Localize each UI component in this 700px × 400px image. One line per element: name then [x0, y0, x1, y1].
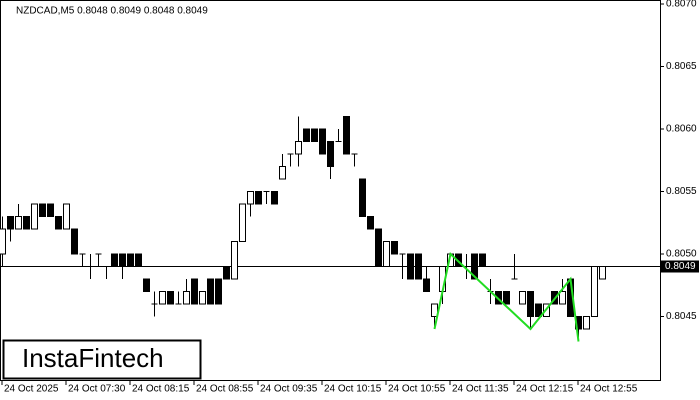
candle-body	[231, 241, 238, 280]
candle-body	[583, 316, 590, 330]
y-tick-label: 0.8060	[666, 124, 697, 135]
candle-body	[519, 291, 526, 305]
candle-body	[559, 291, 566, 305]
candle-body	[247, 191, 254, 205]
x-tick-label: 24 Oct 12:55	[580, 384, 638, 395]
candle-body	[15, 216, 22, 230]
candle-body	[71, 228, 78, 255]
candle-body	[279, 166, 286, 180]
y-tick-label: 0.8045	[666, 311, 697, 322]
candle-body	[295, 141, 302, 155]
candle-body	[319, 128, 326, 155]
candle-body	[207, 278, 214, 305]
candle-body	[55, 216, 62, 230]
candle-body	[0, 228, 6, 255]
candle-body	[31, 203, 38, 230]
candle-body	[327, 141, 334, 167]
candle-body	[503, 291, 510, 305]
candle-body	[415, 253, 422, 280]
candle-body	[223, 266, 230, 280]
x-tick-label: 24 Oct 12:15	[516, 384, 574, 395]
candle-body	[391, 241, 398, 255]
candle-body	[471, 253, 478, 280]
candle-body	[271, 191, 278, 205]
candle-body	[111, 253, 118, 267]
plot-frame	[0, 0, 661, 381]
candle-body	[375, 228, 382, 267]
x-tick-label: 24 Oct 10:15	[324, 384, 382, 395]
candle-body	[591, 266, 598, 317]
x-tick-label: 24 Oct 07:30	[68, 384, 126, 395]
candle-body	[63, 203, 70, 230]
candle-body	[47, 203, 54, 217]
candle-body	[239, 203, 246, 242]
candle-body	[215, 278, 222, 305]
candle-body	[343, 116, 350, 155]
logo: InstaFintech	[22, 343, 164, 373]
candle-body	[423, 278, 430, 292]
candle-body	[407, 253, 414, 280]
candle-body	[367, 216, 374, 230]
candle-body	[191, 278, 198, 305]
x-tick-label: 24 Oct 11:35	[452, 384, 509, 395]
candle-body	[7, 216, 14, 230]
candle-body	[39, 203, 46, 217]
candle-body	[167, 291, 174, 305]
candle-body	[143, 278, 150, 292]
candle-body	[199, 291, 206, 305]
candle-body	[159, 291, 166, 305]
x-tick-label: 24 Oct 2025	[4, 384, 59, 395]
candle-body	[383, 241, 390, 267]
candle-body	[135, 253, 142, 267]
candle-body	[119, 253, 126, 267]
y-tick-label: 0.8070	[666, 0, 697, 10]
y-tick-label: 0.8065	[666, 61, 697, 72]
x-tick-label: 24 Oct 08:15	[132, 384, 190, 395]
price-label: 0.8049	[665, 261, 696, 272]
logo-box	[2, 339, 202, 380]
x-tick-label: 24 Oct 08:55	[196, 384, 254, 395]
candle-body	[23, 216, 30, 230]
x-tick-label: 24 Oct 10:55	[388, 384, 446, 395]
candle-body	[359, 178, 366, 217]
y-tick-label: 0.8050	[666, 249, 697, 260]
candle-body	[303, 128, 310, 142]
pattern-line	[433, 252, 580, 342]
candle-body	[127, 253, 134, 267]
candle-body	[535, 303, 542, 317]
chart-title: NZDCAD,M5 0.8048 0.8049 0.8048 0.8049	[16, 6, 208, 17]
candle-body	[599, 266, 606, 280]
candle-body	[311, 128, 318, 142]
candle-body	[527, 291, 534, 317]
candle-body	[183, 291, 190, 305]
candle-body	[255, 191, 262, 205]
y-tick-label: 0.8055	[666, 186, 697, 197]
x-tick-label: 24 Oct 09:35	[260, 384, 318, 395]
price-tag	[661, 260, 699, 273]
candle-body	[479, 253, 486, 267]
